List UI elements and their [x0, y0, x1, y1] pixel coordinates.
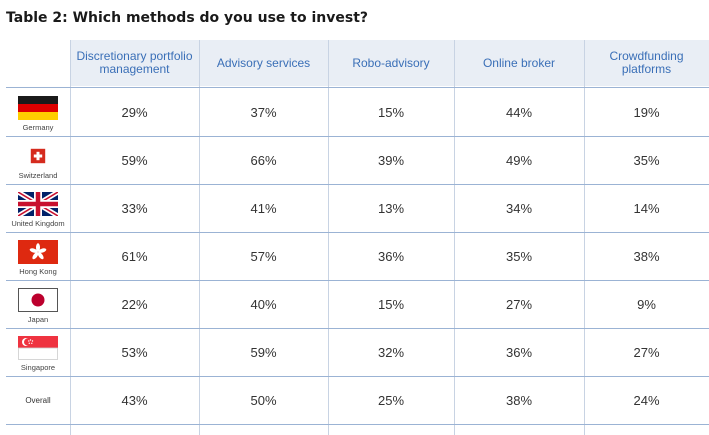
table-cell: 59%: [121, 152, 148, 168]
table-cell: 35%: [505, 248, 533, 264]
table-cell: 41%: [250, 200, 277, 216]
table-cell: 59%: [250, 344, 277, 360]
column-divider: [584, 40, 585, 435]
united-kingdom-flag-icon: [18, 192, 58, 216]
country-name: Singapore: [20, 363, 56, 372]
table-cell: 29%: [121, 104, 148, 120]
column-divider: [328, 40, 329, 435]
table-cell: 32%: [377, 344, 405, 360]
table-cell: 14%: [633, 200, 660, 216]
row-divider: [6, 424, 709, 425]
country-name: United Kingdom: [11, 219, 65, 228]
germany-flag-icon: [18, 96, 58, 120]
country-name: Hong Kong: [19, 267, 57, 276]
row-label-united-kingdom: United Kingdom: [6, 192, 70, 228]
country-name: Switzerland: [18, 171, 58, 180]
table-cell: 36%: [505, 344, 533, 360]
table-cell: 19%: [633, 104, 660, 120]
table-cell: 38%: [633, 248, 660, 264]
row-label-overall: Overall: [25, 395, 51, 405]
table-cell: 35%: [633, 152, 660, 168]
row-label-switzerland: Switzerland: [6, 144, 70, 180]
row-divider: [6, 328, 709, 329]
row-divider: [6, 87, 709, 88]
table-cell: 50%: [250, 392, 277, 408]
column-divider: [70, 40, 71, 435]
table-cell: 39%: [377, 152, 405, 168]
country-name: Germany: [22, 123, 54, 132]
table-cell: 53%: [121, 344, 148, 360]
table-cell: 25%: [377, 392, 405, 408]
table-cell: 44%: [505, 104, 533, 120]
table-cell: 36%: [377, 248, 405, 264]
row-divider: [6, 136, 709, 137]
table-cell: 49%: [505, 152, 533, 168]
row-divider: [6, 232, 709, 233]
table-cell: 13%: [377, 200, 405, 216]
column-divider: [454, 40, 455, 435]
hong-kong-flag-icon: [18, 240, 58, 264]
table-cell: 15%: [377, 104, 405, 120]
table-cell: 27%: [633, 344, 660, 360]
row-label-hong-kong: Hong Kong: [6, 240, 70, 276]
singapore-flag-icon: [18, 336, 58, 360]
column-header-online-broker: Online broker: [482, 55, 556, 70]
row-divider: [6, 184, 709, 185]
row-label-germany: Germany: [6, 96, 70, 132]
table-header-background: [70, 40, 709, 86]
table-cell: 15%: [377, 296, 405, 312]
row-label-singapore: Singapore: [6, 336, 70, 372]
table-cell: 34%: [505, 200, 533, 216]
table-cell: 33%: [121, 200, 148, 216]
country-name: Japan: [27, 315, 49, 324]
table-cell: 66%: [250, 152, 277, 168]
column-header-crowdfunding: Crowdfunding platforms: [609, 49, 684, 76]
row-divider: [6, 376, 709, 377]
column-divider: [199, 40, 200, 435]
table-cell: 22%: [121, 296, 148, 312]
japan-flag-icon: [18, 288, 58, 312]
table-cell: 57%: [250, 248, 277, 264]
row-divider: [6, 280, 709, 281]
table-cell: 61%: [121, 248, 148, 264]
table-cell: 9%: [637, 296, 656, 312]
table-title: Table 2: Which methods do you use to inv…: [6, 10, 369, 26]
table-cell: 38%: [505, 392, 533, 408]
column-header-advisory: Advisory services: [216, 55, 311, 70]
row-label-japan: Japan: [6, 288, 70, 324]
column-header-discretionary: Discretionary portfolio management: [76, 49, 193, 76]
table-cell: 43%: [121, 392, 148, 408]
switzerland-flag-icon: [30, 148, 46, 164]
table-cell: 24%: [633, 392, 660, 408]
table-cell: 40%: [250, 296, 277, 312]
table-cell: 37%: [250, 104, 277, 120]
column-header-robo: Robo-advisory: [352, 55, 430, 70]
table-cell: 27%: [505, 296, 533, 312]
